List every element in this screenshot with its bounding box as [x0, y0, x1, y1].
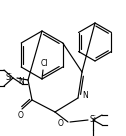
Text: N: N — [18, 76, 24, 86]
Text: Si: Si — [6, 73, 13, 83]
Text: Si: Si — [90, 115, 97, 124]
Text: N: N — [82, 92, 88, 101]
Text: O: O — [58, 118, 64, 128]
Text: O: O — [18, 110, 24, 120]
Text: Cl: Cl — [40, 60, 48, 69]
